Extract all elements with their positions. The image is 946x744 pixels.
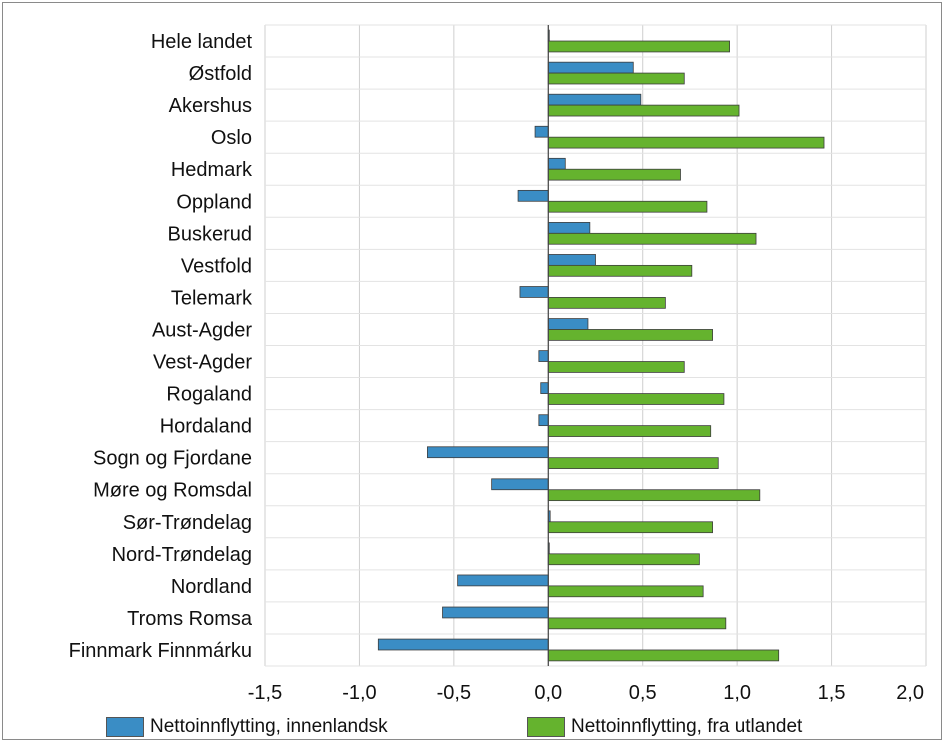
bar-utlandet-0 — [547, 40, 730, 53]
bar-innenlandsk-7 — [547, 254, 596, 266]
bar-innenlandsk-14 — [491, 478, 549, 491]
bar-utlandet-15 — [547, 521, 713, 534]
legend-item-innenlandsk: Nettoinnflytting, innenlandsk — [106, 714, 388, 740]
category-label-9: Aust-Agder — [152, 319, 252, 341]
bar-utlandet-1 — [547, 72, 685, 85]
bar-innenlandsk-2 — [547, 93, 642, 106]
bar-utlandet-7 — [547, 264, 693, 277]
bar-innenlandsk-19 — [377, 638, 549, 651]
bar-utlandet-12 — [547, 425, 712, 437]
bar-innenlandsk-11 — [540, 382, 549, 394]
bar-innenlandsk-13 — [427, 446, 549, 459]
bar-utlandet-9 — [547, 329, 713, 341]
legend-label-innenlandsk: Nettoinnflytting, innenlandsk — [150, 716, 388, 737]
bar-utlandet-5 — [547, 200, 708, 213]
bar-innenlandsk-17 — [457, 574, 549, 587]
bar-utlandet-4 — [547, 168, 681, 181]
category-label-15: Sør-Trøndelag — [123, 512, 252, 534]
legend-label-utlandet: Nettoinnflytting, fra utlandet — [571, 716, 803, 737]
x-tick-label-5: 1,0 — [723, 682, 751, 704]
legend-item-utlandet: Nettoinnflytting, fra utlandet — [527, 714, 802, 740]
category-label-18: Troms Romsa — [127, 608, 253, 630]
bar-utlandet-10 — [547, 361, 685, 373]
x-tick-label-4: 0,5 — [629, 682, 657, 704]
bar-utlandet-17 — [547, 585, 704, 598]
category-label-3: Oslo — [211, 127, 252, 149]
category-label-5: Oppland — [176, 191, 252, 213]
bar-utlandet-13 — [547, 457, 719, 469]
category-label-1: Østfold — [189, 63, 252, 85]
bar-utlandet-3 — [547, 136, 825, 149]
x-tick-label-3: 0,0 — [534, 682, 562, 704]
x-tick-label-1: -1,0 — [342, 682, 376, 704]
bar-utlandet-8 — [547, 297, 666, 309]
bar-innenlandsk-5 — [517, 189, 549, 202]
category-label-19: Finnmark Finnmárku — [69, 640, 252, 662]
bar-utlandet-11 — [547, 393, 725, 405]
bar-innenlandsk-8 — [519, 286, 549, 298]
category-label-13: Sogn og Fjordane — [93, 448, 252, 470]
category-label-11: Rogaland — [166, 384, 252, 406]
category-label-8: Telemark — [171, 287, 253, 309]
category-label-17: Nordland — [171, 576, 252, 598]
x-tick-label-7: 2,0 — [896, 682, 924, 704]
bar-innenlandsk-10 — [538, 350, 549, 362]
x-tick-label-2: -0,5 — [437, 682, 471, 704]
bar-innenlandsk-18 — [442, 606, 549, 619]
bar-innenlandsk-6 — [547, 222, 591, 234]
category-label-0: Hele landet — [151, 31, 253, 53]
bar-utlandet-16 — [547, 553, 700, 566]
bar-utlandet-14 — [547, 489, 761, 502]
category-label-16: Nord-Trøndelag — [112, 544, 252, 566]
legend-swatch-innenlandsk — [106, 717, 144, 737]
bar-utlandet-18 — [547, 617, 727, 630]
x-tick-label-0: -1,5 — [248, 682, 282, 704]
bar-innenlandsk-9 — [547, 318, 589, 330]
bar-innenlandsk-4 — [547, 157, 566, 170]
bar-utlandet-6 — [547, 232, 757, 245]
category-label-10: Vest-Agder — [153, 352, 252, 374]
bar-innenlandsk-3 — [534, 125, 549, 138]
category-label-6: Buskerud — [168, 223, 253, 245]
category-label-7: Vestfold — [181, 255, 252, 277]
x-tick-label-6: 1,5 — [818, 682, 846, 704]
category-label-12: Hordaland — [160, 416, 252, 438]
category-label-14: Møre og Romsdal — [93, 480, 252, 502]
bar-utlandet-19 — [547, 649, 780, 662]
bar-innenlandsk-1 — [547, 61, 634, 74]
bar-utlandet-2 — [547, 104, 740, 117]
category-label-4: Hedmark — [171, 159, 253, 181]
bar-innenlandsk-12 — [538, 414, 549, 427]
category-label-2: Akershus — [169, 95, 252, 117]
legend-swatch-utlandet — [527, 717, 565, 737]
